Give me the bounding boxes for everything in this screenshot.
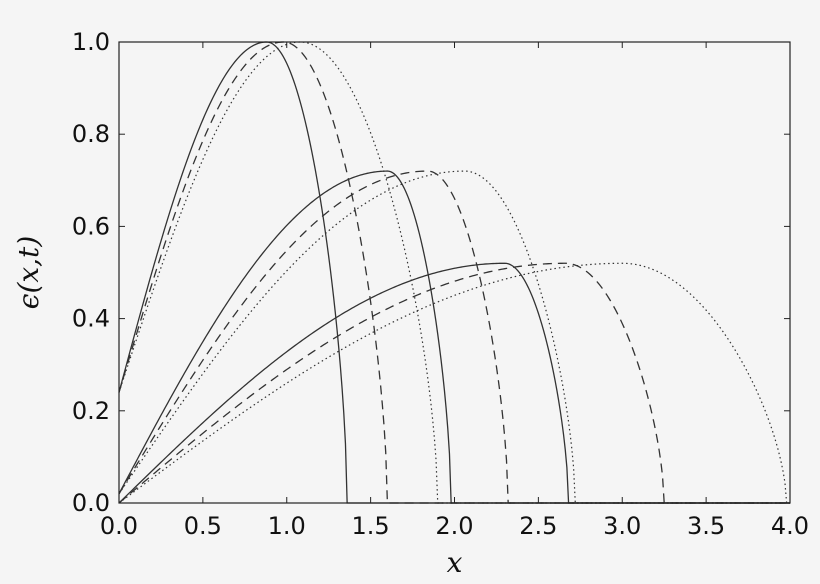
x-tick-label: 3.5 bbox=[687, 512, 725, 540]
y-tick-label: 0.8 bbox=[72, 120, 110, 148]
x-tick-label: 1.0 bbox=[268, 512, 306, 540]
y-tick-label: 0.2 bbox=[72, 397, 110, 425]
x-tick-label: 0.0 bbox=[100, 512, 138, 540]
series-line-4-solid bbox=[118, 170, 790, 504]
series-line-6-dotted bbox=[118, 170, 790, 504]
x-tick-label: 0.5 bbox=[184, 512, 222, 540]
x-tick-label: 3.0 bbox=[603, 512, 641, 540]
series-line-3-dotted bbox=[118, 41, 790, 504]
tick-layer: 0.0 0.5 1.0 1.5 2.0 2.5 3.0 3.5 4.0 0.0 0.2 0.4 0.6 0… bbox=[72, 28, 809, 540]
x-axis-label: x bbox=[447, 546, 463, 579]
series-line-1-solid bbox=[118, 41, 790, 504]
series-line-2-dashed bbox=[118, 41, 790, 504]
y-tick-label: 0.6 bbox=[72, 212, 110, 240]
series-line-5-dashed bbox=[118, 170, 790, 504]
x-tick-label: 2.0 bbox=[435, 512, 473, 540]
plot-frame bbox=[118, 41, 791, 504]
y-tick-label: 0.4 bbox=[72, 305, 110, 333]
y-tick-label: 0.0 bbox=[72, 489, 110, 517]
x-tick-label: 1.5 bbox=[352, 512, 390, 540]
series-line-8-dashed bbox=[118, 262, 790, 504]
curve-layer bbox=[118, 41, 790, 504]
series-line-9-dotted bbox=[118, 262, 790, 504]
x-tick-label: 4.0 bbox=[771, 512, 809, 540]
x-tick-label: 2.5 bbox=[519, 512, 557, 540]
y-axis-label: ϵ(x,t) bbox=[12, 236, 45, 309]
series-line-7-solid bbox=[118, 262, 790, 504]
y-tick-label: 1.0 bbox=[72, 28, 110, 56]
